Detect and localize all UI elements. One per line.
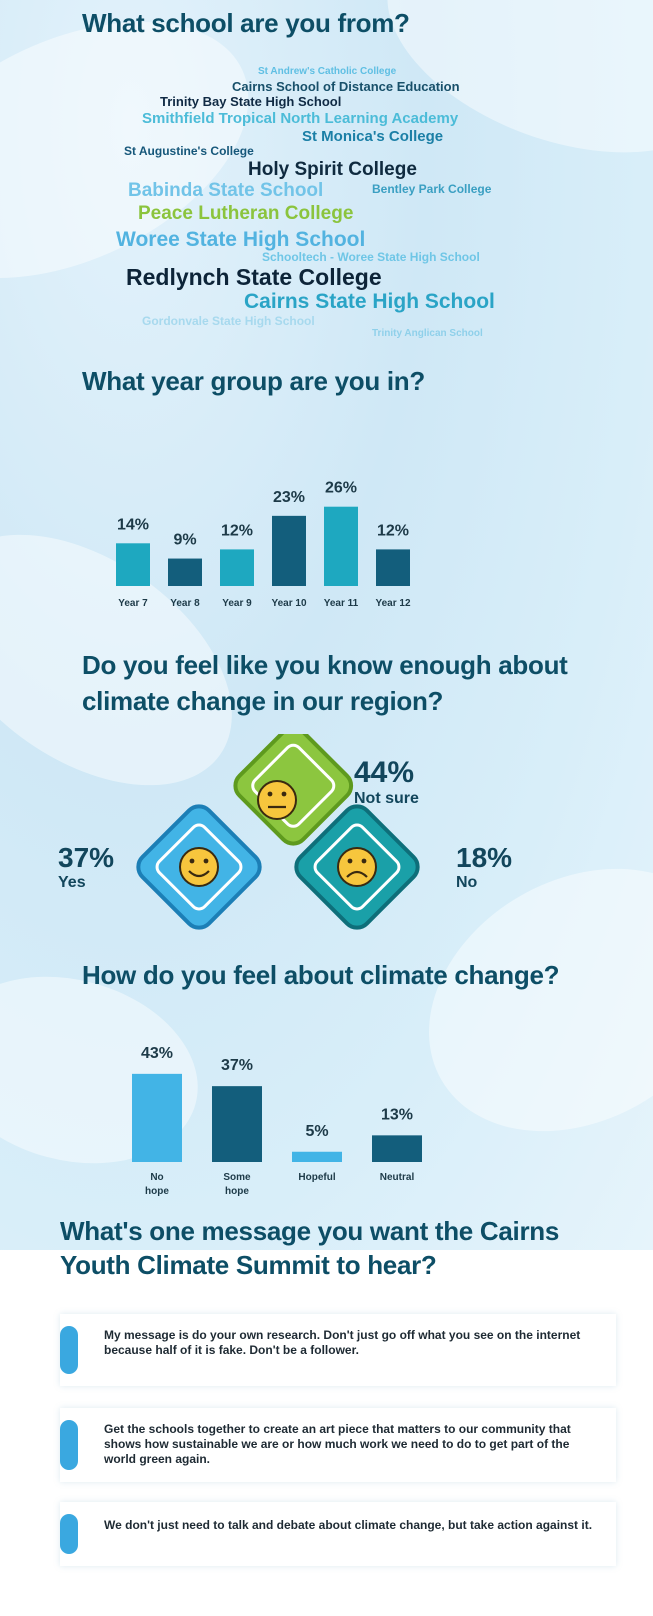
year-group-heading: What year group are you in? <box>82 366 425 396</box>
school-word: Trinity Bay State High School <box>160 94 342 109</box>
school-word: Schooltech - Woree State High School <box>262 250 480 264</box>
messages-heading-line1: What's one message you want the Cairns <box>60 1216 560 1246</box>
message-accent-bar <box>60 1326 78 1374</box>
bar <box>132 1073 182 1162</box>
bar <box>212 1086 262 1162</box>
bar <box>220 549 254 586</box>
category-label: hope <box>225 1186 249 1197</box>
category-label: Some <box>223 1172 251 1183</box>
school-word: Gordonvale State High School <box>142 314 315 328</box>
bar <box>324 506 358 586</box>
yes-percent: 37% <box>58 842 115 873</box>
data-label: 12% <box>221 522 253 539</box>
data-label: 5% <box>305 1123 328 1140</box>
message-text: My message is do your own research. Don'… <box>104 1328 581 1357</box>
message-text: Get the schools together to create an ar… <box>104 1422 571 1466</box>
bar <box>116 543 150 586</box>
school-word: St Monica's College <box>302 128 444 145</box>
data-label: 13% <box>381 1106 413 1123</box>
bar <box>272 515 306 586</box>
category-label: Neutral <box>380 1172 415 1183</box>
data-label: 23% <box>273 489 305 506</box>
school-word: Trinity Anglican School <box>372 328 483 339</box>
page-background <box>0 0 653 1250</box>
data-label: 12% <box>377 522 409 539</box>
category-label: Year 9 <box>222 598 252 609</box>
school-word: St Andrew's Catholic College <box>258 66 397 77</box>
category-label: Year 8 <box>170 598 200 609</box>
category-label: Year 12 <box>375 598 410 609</box>
messages-heading-line2: Youth Climate Summit to hear? <box>60 1250 437 1280</box>
school-word: Holy Spirit College <box>248 159 417 180</box>
smile-face-icon <box>179 847 219 887</box>
yes-label: Yes <box>58 874 86 891</box>
school-word: St Augustine's College <box>124 144 254 158</box>
feelings-heading: How do you feel about climate change? <box>82 960 560 990</box>
bar <box>292 1151 342 1162</box>
bar <box>372 1135 422 1162</box>
no-label: No <box>456 874 478 891</box>
school-word: Smithfield Tropical North Learning Acade… <box>142 110 459 127</box>
category-label: Year 10 <box>271 598 306 609</box>
school-word: Babinda State School <box>128 180 324 201</box>
bar <box>168 558 202 586</box>
feelings-chart: 43% No hope 37% Some hope 5% Hopeful 13% Neutral <box>132 1045 422 1197</box>
category-label: Year 7 <box>118 598 148 609</box>
neutral-face-icon <box>257 780 297 820</box>
school-word: Cairns School of Distance Education <box>232 79 460 94</box>
message-text: We don't just need to talk and debate ab… <box>104 1518 593 1532</box>
school-word: Redlynch State College <box>126 264 382 290</box>
not-sure-label: Not sure <box>354 790 419 807</box>
category-label: Hopeful <box>298 1172 335 1183</box>
school-word: Bentley Park College <box>372 182 492 196</box>
message-card: We don't just need to talk and debate ab… <box>60 1502 616 1566</box>
category-label: Year 11 <box>324 598 359 609</box>
school-word: Woree State High School <box>116 228 366 251</box>
data-label: 43% <box>141 1045 173 1062</box>
category-label: hope <box>145 1186 169 1197</box>
school-word: Peace Lutheran College <box>138 203 354 224</box>
data-label: 9% <box>173 532 196 549</box>
school-word: Cairns State High School <box>244 290 495 313</box>
message-accent-bar <box>60 1514 78 1554</box>
category-label: No <box>150 1172 163 1183</box>
message-card: My message is do your own research. Don'… <box>60 1314 616 1386</box>
sad-face-icon <box>337 847 377 887</box>
no-percent: 18% <box>456 842 513 873</box>
schools-heading: What school are you from? <box>82 8 410 38</box>
knowledge-heading-line1: Do you feel like you know enough about <box>82 650 568 680</box>
data-label: 26% <box>325 480 357 497</box>
not-sure-percent: 44% <box>354 756 415 789</box>
data-label: 14% <box>117 516 149 533</box>
message-card: Get the schools together to create an ar… <box>60 1408 616 1482</box>
knowledge-heading-line2: climate change in our region? <box>82 686 444 716</box>
message-accent-bar <box>60 1420 78 1470</box>
bar <box>376 549 410 586</box>
year-group-chart: 14% Year 7 9% Year 8 12% Year 9 23% Year 10 26% Y… <box>116 480 411 609</box>
data-label: 37% <box>221 1057 253 1074</box>
knowledge-diamonds <box>136 734 420 930</box>
